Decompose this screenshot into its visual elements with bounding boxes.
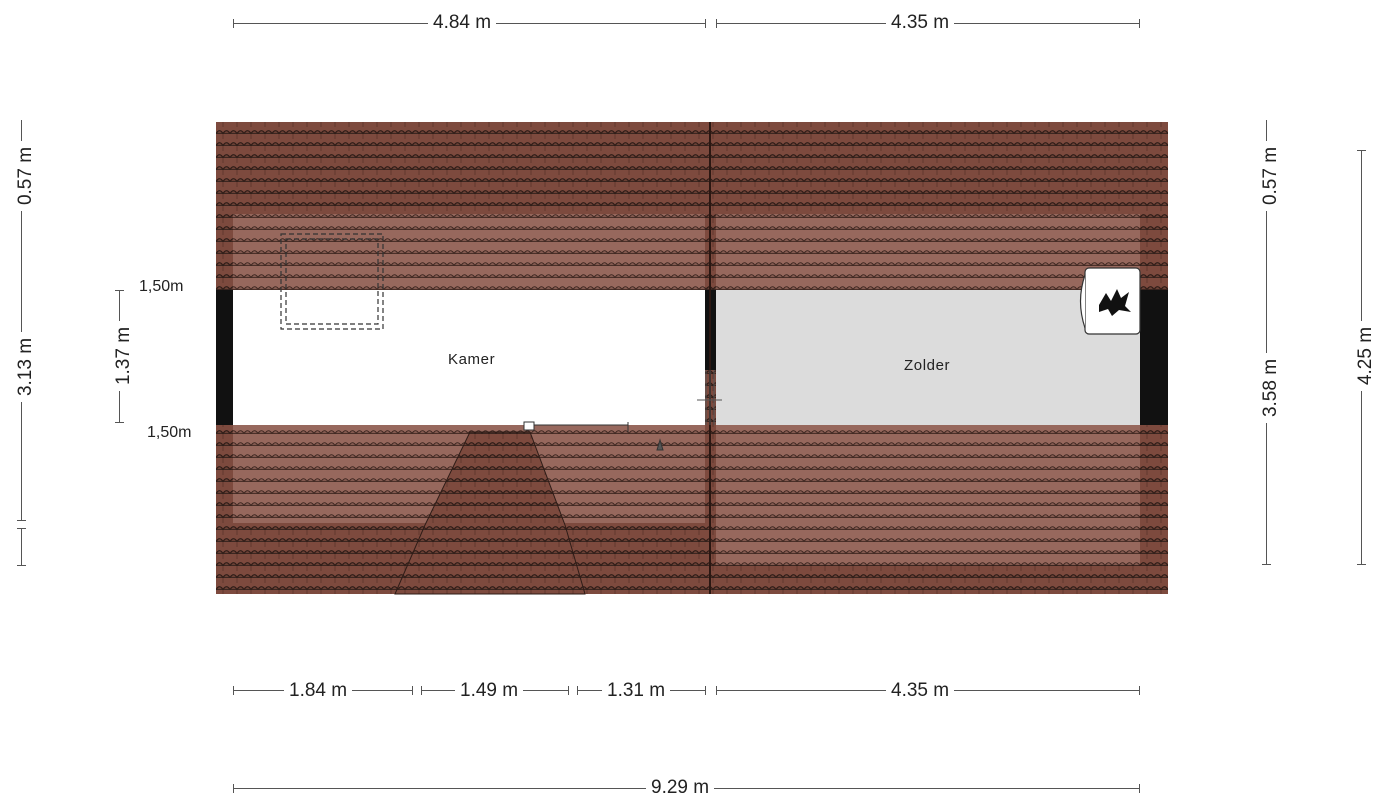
height-mark-bottom: 1,50m [147,424,192,441]
dim-right-outer: 4.25 m [1355,321,1373,391]
dim-right-mid: 3.58 m [1260,353,1282,423]
dim-top-left: 4.84 m [428,12,497,34]
dim-bottom-1: 1.84 m [284,680,353,702]
dim-left-mid: 3.13 m [15,332,37,402]
roof-zone-bottom-right [716,425,1140,565]
wall-right [1140,290,1168,425]
dim-left-top: 0.57 m [15,141,37,211]
zolder-floor [716,290,1140,425]
door-opening [697,370,722,425]
roof-zone-top-left [233,214,705,290]
dormer-roof [394,431,586,595]
dim-bottom-4: 4.35 m [886,680,955,702]
dim-bottom-total: 9.29 m [646,777,715,799]
dim-top-right: 4.35 m [886,12,955,34]
roof-zone-top-right [716,214,1140,290]
room-label-zolder: Zolder [904,357,951,374]
room-label-kamer: Kamer [448,351,496,368]
wall-left [216,290,233,425]
height-mark-top: 1,50m [139,278,184,295]
boiler-icon [1079,267,1141,335]
stair-hatch-icon [523,421,664,451]
dim-bottom-2: 1.49 m [455,680,524,702]
kamer-floor [233,290,705,425]
dim-left-inner: 1.37 m [113,321,135,391]
skylight-icon [280,233,384,330]
dim-bottom-3: 1.31 m [602,680,671,702]
dim-right-top: 0.57 m [1260,141,1282,211]
